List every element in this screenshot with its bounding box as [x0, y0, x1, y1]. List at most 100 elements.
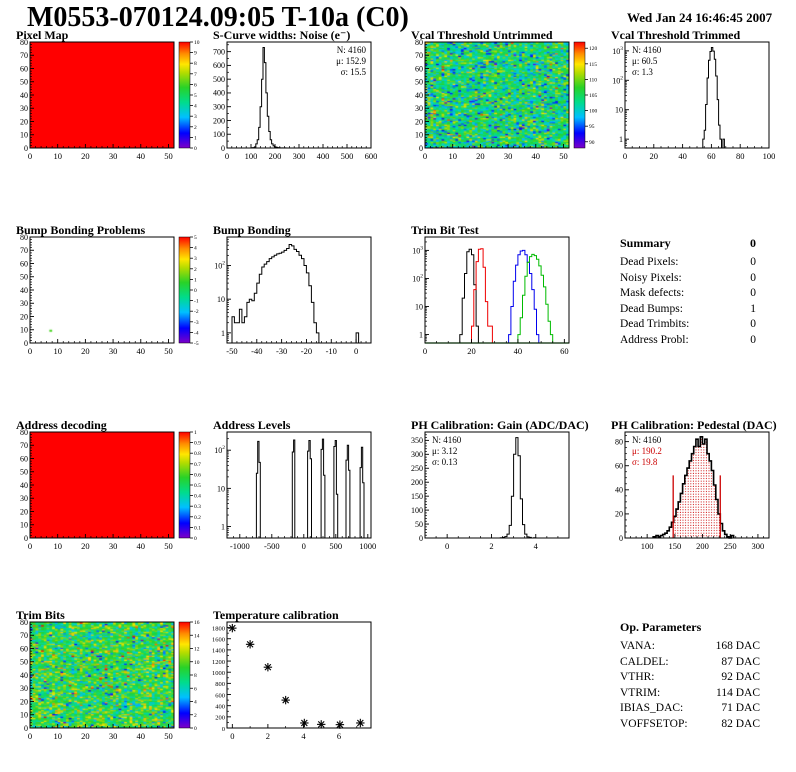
- svg-text:200: 200: [696, 541, 709, 551]
- svg-text:10: 10: [53, 346, 62, 356]
- svg-text:2: 2: [266, 731, 270, 741]
- svg-text:0: 0: [194, 726, 197, 732]
- svg-text:102: 102: [612, 75, 623, 85]
- svg-text:N: 4160: N: 4160: [632, 45, 662, 55]
- svg-text:-50: -50: [226, 346, 237, 356]
- svg-text:1: 1: [194, 430, 197, 436]
- svg-text:8: 8: [194, 61, 197, 67]
- svg-text:1800: 1800: [212, 625, 225, 632]
- pixel-map-chart: Pixel Map 0 10 20 30 40 50 0 10 20 30 40 50 60 70 80 0 1…: [4, 28, 214, 170]
- svg-text:600: 600: [213, 61, 225, 70]
- trim-bits-chart: Trim Bits 0 10 20 30 40 50 0 10 20 30 40 50 60 70 80 0 2…: [4, 608, 214, 750]
- svg-text:10: 10: [20, 131, 28, 140]
- svg-text:10: 10: [217, 295, 225, 304]
- svg-text:10: 10: [20, 326, 28, 335]
- svg-text:16: 16: [194, 620, 200, 626]
- svg-text:50: 50: [20, 78, 28, 87]
- svg-text:N: 4160: N: 4160: [632, 435, 662, 445]
- svg-text:50: 50: [164, 151, 173, 161]
- svg-text:0: 0: [619, 534, 623, 543]
- svg-text:10: 10: [194, 660, 200, 666]
- svg-text:40: 40: [20, 91, 28, 100]
- svg-text:200: 200: [215, 715, 225, 722]
- svg-text:1200: 1200: [212, 659, 225, 666]
- svg-text:50: 50: [20, 273, 28, 282]
- svg-text:1: 1: [194, 135, 197, 141]
- svg-text:30: 30: [109, 346, 118, 356]
- address-levels-chart: Address Levels -1000 -500 0 500 1000 1 10 102: [201, 418, 411, 560]
- svg-text:40: 40: [137, 541, 146, 551]
- ph-pedestal-title: PH Calibration: Pedestal (DAC): [611, 418, 777, 432]
- summary-row: Dead Bumps: 1: [620, 302, 756, 315]
- svg-text:20: 20: [20, 312, 28, 321]
- svg-text:10: 10: [415, 131, 423, 140]
- svg-text:80: 80: [20, 618, 28, 627]
- svg-text:10: 10: [448, 151, 457, 161]
- svg-text:60: 60: [615, 462, 623, 471]
- svg-text:20: 20: [467, 346, 476, 356]
- svg-text:800: 800: [215, 681, 225, 688]
- svg-text:30: 30: [20, 104, 28, 113]
- svg-text:40: 40: [514, 346, 523, 356]
- svg-text:60: 60: [560, 346, 569, 356]
- pixel-map-title: Pixel Map: [16, 28, 69, 42]
- svg-text:500: 500: [341, 151, 354, 161]
- svg-text:50: 50: [20, 468, 28, 477]
- svg-text:4: 4: [194, 700, 197, 706]
- svg-text:20: 20: [20, 697, 28, 706]
- svg-text:500: 500: [213, 75, 225, 84]
- svg-text:0: 0: [445, 541, 449, 551]
- svg-text:6: 6: [337, 731, 341, 741]
- svg-text:0.8: 0.8: [194, 451, 201, 457]
- svg-text:0: 0: [28, 731, 32, 741]
- svg-text:0: 0: [302, 541, 306, 551]
- svg-text:600: 600: [215, 692, 225, 699]
- svg-text:105: 105: [589, 93, 598, 99]
- svg-text:50: 50: [559, 151, 568, 161]
- svg-text:4: 4: [534, 541, 539, 551]
- svg-text:50: 50: [164, 731, 173, 741]
- svg-text:80: 80: [615, 437, 623, 446]
- svg-text:500: 500: [329, 541, 342, 551]
- svg-text:1000: 1000: [359, 541, 376, 551]
- bump-bonding-chart: Bump Bonding -50 -40 -30 -20 -10 0 1 10 102: [201, 223, 411, 365]
- svg-text:1: 1: [221, 523, 225, 532]
- svg-text:600: 600: [365, 151, 378, 161]
- svg-text:95: 95: [589, 124, 595, 130]
- svg-text:100: 100: [411, 506, 423, 515]
- svg-text:30: 30: [109, 731, 118, 741]
- svg-text:30: 30: [20, 494, 28, 503]
- svg-text:200: 200: [269, 151, 282, 161]
- address-decoding-chart: Address decoding 0 10 20 30 40 50 0 10 20 30 40 50 6…: [4, 418, 214, 560]
- svg-text:60: 60: [20, 644, 28, 653]
- svg-text:0.1: 0.1: [194, 525, 201, 531]
- summary-total: 0: [750, 236, 756, 250]
- svg-text:350: 350: [411, 436, 423, 445]
- svg-text:μ: 60.5: μ: 60.5: [632, 56, 658, 66]
- svg-text:0: 0: [24, 144, 28, 153]
- svg-text:0: 0: [194, 146, 197, 152]
- svg-text:60: 60: [20, 64, 28, 73]
- svg-text:40: 40: [20, 481, 28, 490]
- svg-text:N: 4160: N: 4160: [432, 435, 462, 445]
- svg-text:100: 100: [763, 151, 776, 161]
- svg-text:σ: 15.5: σ: 15.5: [341, 67, 367, 77]
- vcal-trimmed-title: Vcal Threshold Trimmed: [611, 28, 741, 42]
- svg-text:0: 0: [423, 151, 427, 161]
- op-parameter-row: VTRIM: 114 DAC: [620, 686, 760, 699]
- svg-text:50: 50: [415, 520, 423, 529]
- vcal-threshold-trimmed-chart: Vcal Threshold Trimmed 0 20 40 60 80 100 1 10 10…: [599, 28, 796, 170]
- svg-text:0: 0: [28, 541, 32, 551]
- bump-problems-title: Bump Bonding Problems: [16, 223, 146, 237]
- svg-text:3: 3: [194, 256, 197, 262]
- svg-text:30: 30: [20, 299, 28, 308]
- svg-text:30: 30: [109, 541, 118, 551]
- svg-text:250: 250: [724, 541, 737, 551]
- svg-text:3: 3: [194, 114, 197, 120]
- op-parameter-row: IBIAS_DAC: 71 DAC: [620, 702, 760, 714]
- op-parameter-row: VANA: 168 DAC: [620, 640, 760, 652]
- summary-row: Mask defects: 0: [620, 287, 756, 299]
- svg-text:0.5: 0.5: [194, 483, 201, 489]
- svg-text:50: 50: [415, 78, 423, 87]
- svg-text:150: 150: [411, 492, 423, 501]
